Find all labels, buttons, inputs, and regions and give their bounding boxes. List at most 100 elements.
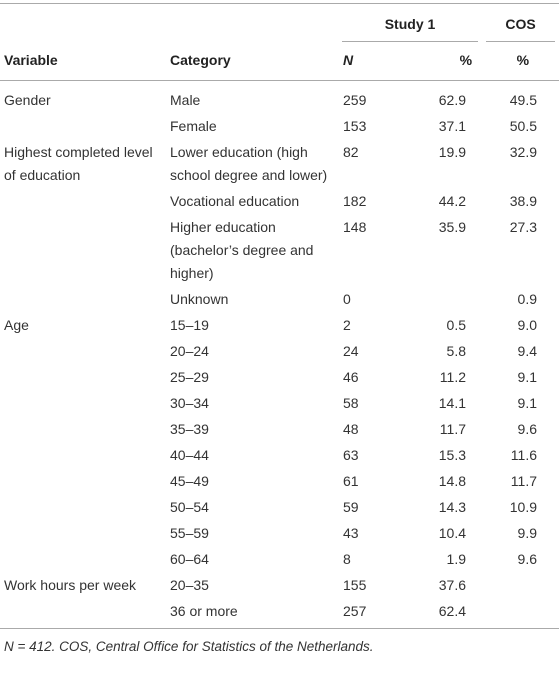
n-cell: 257 [338, 598, 418, 629]
pct-cell: 14.8 [438, 473, 467, 489]
variable [0, 338, 168, 364]
cos-pct-cell: 38.9 [509, 193, 538, 209]
cos-pct-cell: 11.7 [510, 473, 538, 489]
data-table: Study 1 COS Variable Category N % % Gend… [0, 3, 559, 629]
pct-cell: 11.2 [439, 369, 467, 385]
variable [0, 214, 168, 286]
pct-cell: 35.9 [438, 219, 467, 235]
table-row: 50–54 59 14.3 10.9 [0, 494, 559, 520]
pct-cell: 0.5 [446, 317, 467, 333]
variable: Age [4, 317, 29, 333]
cos-pct-cell [482, 598, 559, 629]
pct-cell: 1.9 [446, 551, 467, 567]
n-cell: 259 [343, 92, 367, 108]
table-row: 45–49 61 14.8 11.7 [0, 468, 559, 494]
cos-pct-cell: 50.5 [509, 118, 538, 134]
variable [0, 442, 168, 468]
n-cell: 148 [343, 219, 367, 235]
category: 15–19 [170, 317, 209, 333]
table-row: Vocational education 182 44.2 38.9 [0, 188, 559, 214]
pct-cell: 14.1 [438, 395, 467, 411]
n-cell: 0 [343, 291, 351, 307]
table-row: Age 15–19 2 0.5 9.0 [0, 312, 559, 338]
pct-cell: 37.1 [438, 118, 467, 134]
table-row: 55–59 43 10.4 9.9 [0, 520, 559, 546]
cos-pct-cell [482, 572, 559, 598]
n-cell: 58 [343, 395, 359, 411]
table-row: Unknown 0 0.9 [0, 286, 559, 312]
cos-pct-cell: 9.6 [517, 551, 538, 567]
variable [0, 188, 168, 214]
pct-cell: 15.3 [438, 447, 467, 463]
table-row: 30–34 58 14.1 9.1 [0, 390, 559, 416]
cos-pct-cell: 0.9 [517, 291, 538, 307]
table-row: 40–44 63 15.3 11.6 [0, 442, 559, 468]
variable [0, 416, 168, 442]
n-cell: 43 [343, 525, 359, 541]
n-cell: 182 [343, 193, 367, 209]
n-cell: 2 [343, 317, 351, 333]
cos-pct-cell: 9.4 [517, 343, 538, 359]
category: Unknown [170, 291, 229, 307]
table-row: Gender Male 259 62.9 49.5 [0, 81, 559, 114]
category: 20–35 [170, 577, 209, 593]
variable [0, 598, 168, 629]
group-header: COS [486, 6, 556, 42]
column-header: % [418, 43, 483, 81]
variable [0, 546, 168, 572]
pct-cell: 11.7 [439, 421, 467, 437]
pct-cell [418, 286, 482, 312]
page: Study 1 COS Variable Category N % % Gend… [0, 3, 559, 688]
variable [0, 468, 168, 494]
table-row: 25–29 46 11.2 9.1 [0, 364, 559, 390]
n-cell: 82 [343, 144, 359, 160]
category: 20–24 [170, 343, 209, 359]
category: Lower education (high school degree and … [170, 144, 328, 183]
category: 45–49 [170, 473, 209, 489]
pct-cell: 5.8 [446, 343, 467, 359]
cos-pct-cell: 9.9 [517, 525, 538, 541]
cos-pct-cell: 9.1 [517, 369, 538, 385]
n-cell: 48 [343, 421, 359, 437]
column-header: Variable [0, 43, 168, 81]
category: 40–44 [170, 447, 209, 463]
n-cell: 46 [343, 369, 359, 385]
n-cell: 8 [343, 551, 351, 567]
category: 35–39 [170, 421, 209, 437]
category: 60–64 [170, 551, 209, 567]
variable [0, 494, 168, 520]
table-body: Gender Male 259 62.9 49.5 Female 153 37.1 50.5 Hi… [0, 81, 559, 629]
category: Higher education (bachelor’s degree and … [170, 219, 314, 281]
table-row: 36 or more 257 62.4 [0, 598, 559, 629]
table-row: 35–39 48 11.7 9.6 [0, 416, 559, 442]
table-row: Higher education (bachelor’s degree and … [0, 214, 559, 286]
category: Female [170, 118, 217, 134]
n-cell: 153 [343, 118, 367, 134]
table-row: Female 153 37.1 50.5 [0, 113, 559, 139]
variable [0, 113, 168, 139]
category: 30–34 [170, 395, 209, 411]
category: 25–29 [170, 369, 209, 385]
category: 36 or more [168, 598, 338, 629]
cos-pct-cell: 11.6 [510, 447, 538, 463]
variable [0, 390, 168, 416]
pct-cell: 37.6 [438, 577, 467, 593]
table-row: 20–24 24 5.8 9.4 [0, 338, 559, 364]
category: 50–54 [170, 499, 209, 515]
cos-pct-cell: 9.6 [517, 421, 538, 437]
n-cell: 59 [343, 499, 359, 515]
cos-pct-cell: 49.5 [509, 92, 538, 108]
variable [0, 364, 168, 390]
variable: Work hours per week [4, 577, 137, 593]
n-cell: 24 [343, 343, 359, 359]
pct-cell: 62.9 [438, 92, 467, 108]
variable: Highest completed level of education [4, 144, 153, 183]
table-row: Highest completed level of education Lowe… [0, 139, 559, 188]
category: 55–59 [170, 525, 209, 541]
pct-cell: 10.4 [438, 525, 467, 541]
cos-pct-cell: 9.1 [517, 395, 538, 411]
table-note: N = 412. COS, Central Office for Statist… [4, 639, 374, 654]
group-header: Study 1 [342, 6, 479, 42]
cos-pct-cell: 32.9 [509, 144, 538, 160]
variable: Gender [4, 92, 51, 108]
